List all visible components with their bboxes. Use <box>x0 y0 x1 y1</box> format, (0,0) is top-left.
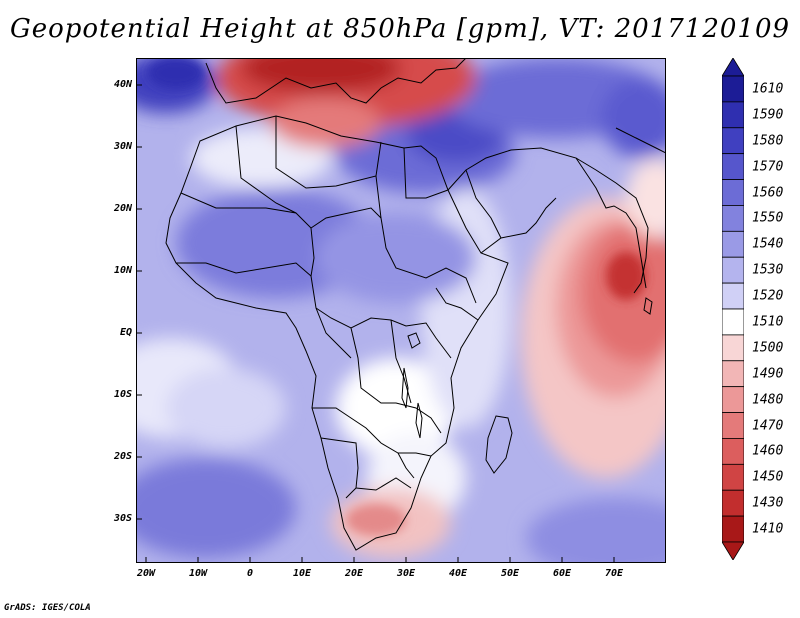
grads-credit: GrADS: IGES/COLA <box>4 603 91 613</box>
color-bar <box>722 58 744 560</box>
color-bar-swatch <box>722 412 744 439</box>
color-bar-label: 1500 <box>752 340 784 356</box>
height-field <box>136 58 666 563</box>
lon-label-40e: 40E <box>448 568 468 579</box>
color-bar-swatch <box>722 256 744 284</box>
lat-label-eq: EQ <box>119 327 132 338</box>
lat-label-20n: 20N <box>113 203 132 214</box>
lat-label-20s: 20S <box>113 451 132 462</box>
color-bar-swatch <box>722 101 744 129</box>
color-bar-label: 1550 <box>752 210 784 226</box>
color-bar-label: 1570 <box>752 159 784 175</box>
color-bar-label: 1560 <box>752 185 784 200</box>
geopotential-map <box>136 58 666 563</box>
lon-label-10e: 10E <box>292 568 312 579</box>
color-bar-label: 1610 <box>752 81 784 97</box>
lat-label-10s: 10S <box>113 389 132 400</box>
color-bar-swatch <box>722 153 744 180</box>
color-bar-swatch <box>722 386 744 413</box>
lon-label-70e: 70E <box>604 568 624 579</box>
color-bar-swatch <box>722 438 744 465</box>
color-bar-swatch <box>722 489 744 517</box>
lat-label-40n: 40N <box>113 79 132 90</box>
map-title: Geopotential Height at 850hPa [gpm], VT:… <box>9 14 791 44</box>
color-bar-swatch <box>722 463 744 491</box>
lon-label-50e: 50E <box>500 568 520 579</box>
coastlines <box>165 58 666 551</box>
axis-ticks <box>136 84 615 563</box>
color-bar-bottom-arrow <box>722 541 744 560</box>
color-bar-top-arrow <box>722 58 744 77</box>
lon-label-20w: 20W <box>136 568 156 579</box>
color-bar-label: 1470 <box>752 418 784 433</box>
color-bar-swatch <box>722 205 744 232</box>
color-bar-swatch <box>722 360 744 388</box>
lon-label-60e: 60E <box>552 568 572 579</box>
color-bar-swatch <box>722 515 744 543</box>
lon-label-30e: 30E <box>396 568 416 579</box>
color-bar-swatch <box>722 230 744 258</box>
lat-label-30n: 30N <box>113 141 132 152</box>
lon-label-20e: 20E <box>344 568 364 579</box>
color-bar-label: 1490 <box>752 366 784 382</box>
lon-label-0: 0 <box>246 568 254 579</box>
color-bar-label: 1430 <box>752 495 784 511</box>
lat-label-30s: 30S <box>113 513 132 524</box>
lat-label-10n: 10N <box>113 265 132 276</box>
color-bar-label: 1530 <box>752 262 784 278</box>
lon-label-10w: 10W <box>188 568 208 579</box>
color-bar-label: 1520 <box>752 288 784 304</box>
color-bar-swatch <box>722 75 744 103</box>
color-bar-label: 1460 <box>752 443 784 459</box>
color-bar-label: 1450 <box>752 469 784 485</box>
color-bar-swatch <box>722 334 744 362</box>
color-bar-label: 1580 <box>752 133 784 149</box>
color-bar-swatch <box>722 308 744 336</box>
color-bar-swatch <box>722 127 744 155</box>
color-bar-label: 1590 <box>752 107 784 123</box>
color-bar-label: 1510 <box>752 314 784 330</box>
color-bar-swatch <box>722 179 744 206</box>
color-bar-label: 1540 <box>752 236 784 252</box>
color-bar-label: 1480 <box>752 392 784 408</box>
color-bar-swatch <box>722 282 744 310</box>
map-frame <box>136 58 666 563</box>
color-bar-label: 1410 <box>752 521 784 537</box>
